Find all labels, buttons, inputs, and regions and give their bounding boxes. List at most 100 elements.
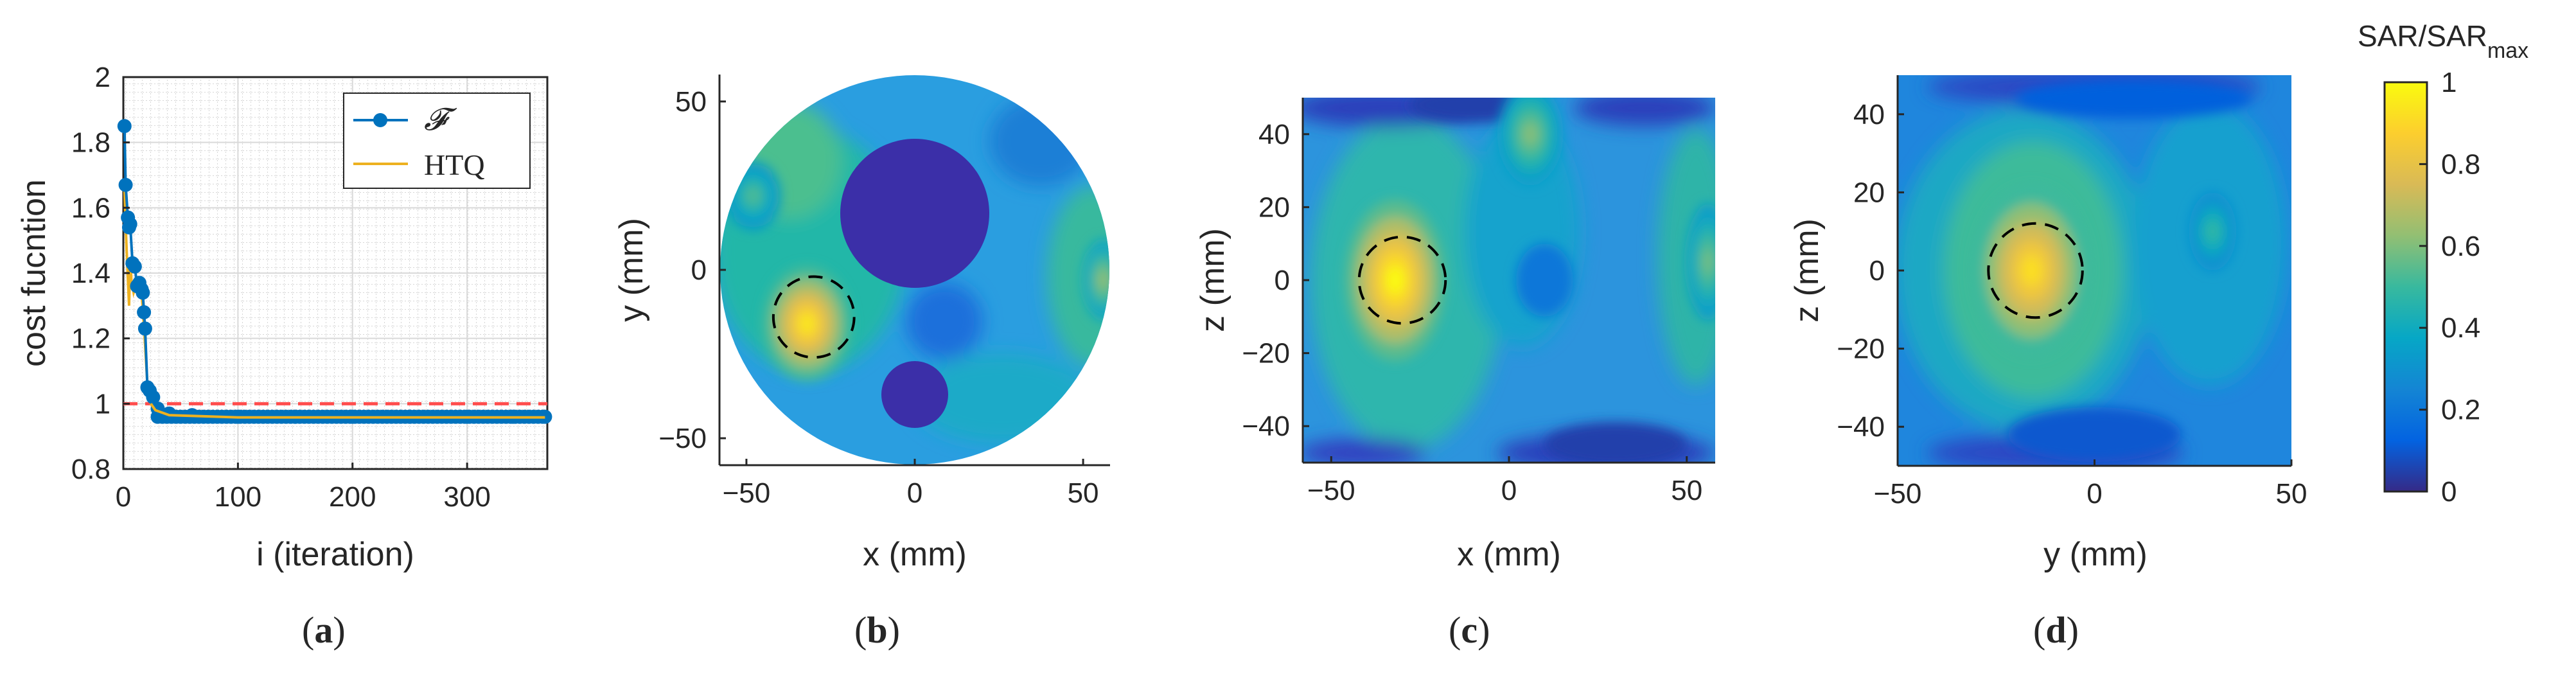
y-tick-label: −20 (1837, 333, 1885, 365)
panel-a-ticks: 0.8 1 1.2 1.4 1.6 1.8 2 0 100 200 300 (71, 62, 491, 513)
panel-a-xlabel: i (iteration) (256, 536, 414, 573)
y-tick-label: 1.8 (71, 127, 110, 159)
series-f-point (127, 259, 142, 274)
hotspot-contour (799, 313, 815, 334)
low-region (2007, 407, 2182, 462)
field-blue-top-right (1574, 98, 1715, 126)
panel-a-legend: 𝓕 HTQ (343, 93, 531, 189)
panel-a-caption-letter: a (314, 609, 333, 651)
y-tick-label: −50 (658, 423, 707, 454)
x-tick-label: 0 (2086, 478, 2102, 510)
panel-b-sar-xy: −50 0 50 −50 0 50 y (mm) x (mm) (b) (613, 75, 1110, 651)
y-tick-label: 40 (1258, 119, 1290, 150)
colorbar-ticks: 0 0.2 0.4 0.6 0.8 1 (2419, 67, 2480, 508)
x-tick-label: 50 (2276, 478, 2307, 510)
colorbar-title: SAR/SARmax (2358, 19, 2528, 63)
hotspot-contour (2020, 254, 2042, 287)
y-tick-label: −40 (1242, 411, 1290, 442)
panel-c-ticks: −50 0 50 −40 −20 0 20 40 (1242, 119, 1702, 506)
panel-d-low-regions (2007, 79, 2252, 462)
colorbar: SAR/SARmax 0 0.2 0.4 0.6 0.8 1 (2358, 19, 2528, 508)
field-teal-right-band (1657, 129, 1715, 386)
series-f-point (137, 321, 152, 336)
x-tick-label: 100 (215, 481, 261, 513)
series-f-point (162, 406, 177, 421)
x-tick-label: 0 (907, 477, 922, 509)
panel-d-xlabel: y (mm) (2043, 536, 2148, 573)
x-tick-label: 50 (1671, 475, 1702, 506)
x-tick-label: 0 (116, 481, 131, 513)
x-tick-label: 200 (329, 481, 376, 513)
panel-b-heatmap (720, 75, 1109, 465)
hotspot-contour (1704, 251, 1712, 272)
panel-d-hotspots (1972, 184, 2237, 357)
y-tick-label: 0 (691, 254, 707, 286)
panel-d-caption-letter: d (2045, 609, 2066, 651)
colorbar-tick-label: 0.4 (2441, 312, 2480, 344)
colorbar-tick-label: 0 (2441, 476, 2457, 508)
panel-c-ylabel: z (mm) (1194, 228, 1231, 332)
y-tick-label: 1 (95, 388, 110, 420)
panel-c-sar-xz: −50 0 50 −40 −20 0 20 40 z (mm) x (mm) (c) (1194, 98, 1715, 651)
y-tick-label: 2 (95, 62, 110, 93)
series-f-point (123, 217, 137, 231)
panel-d-heatmap (1898, 75, 2291, 466)
series-f-point (118, 177, 133, 192)
panel-b-xlabel: x (mm) (863, 536, 967, 573)
field-blue-right-top (989, 96, 1092, 186)
low-region (1544, 422, 1687, 463)
field-blue-bottom-left (1303, 439, 1426, 463)
series-f-point (146, 390, 161, 405)
colorbar-tick-label: 0.6 (2441, 231, 2480, 262)
hotspot-contour (1386, 265, 1404, 295)
panel-a-cost-function: 0.8 1 1.2 1.4 1.6 1.8 2 0 100 200 300 𝓕 HTQ cost f… (15, 62, 552, 651)
colorbar-tick-label: 1 (2441, 67, 2457, 98)
panel-c-heatmap (1303, 98, 1715, 463)
x-tick-label: 50 (1068, 477, 1099, 509)
colorbar-tick-label: 0.8 (2441, 148, 2480, 180)
y-tick-label: 0.8 (71, 454, 110, 485)
legend-f-marker (373, 113, 387, 127)
hotspot-contour (1524, 125, 1537, 144)
low-region (2015, 79, 2252, 118)
low-region-large (840, 139, 989, 288)
panel-d-ylabel: z (mm) (1788, 218, 1826, 323)
y-tick-label: −20 (1242, 338, 1290, 369)
x-tick-label: 300 (443, 481, 490, 513)
panel-b-tumor-outline (772, 275, 856, 359)
x-tick-label: 0 (1501, 475, 1517, 506)
low-region (1516, 244, 1573, 317)
panel-c-xlabel: x (mm) (1457, 536, 1561, 573)
hotspot-contour (2208, 224, 2218, 239)
y-tick-label: 1.6 (71, 192, 110, 224)
panel-a-caption: (a) (302, 609, 346, 651)
x-tick-label: −50 (723, 477, 771, 509)
panel-c-caption-letter: c (1461, 609, 1478, 651)
y-tick-label: 50 (675, 86, 707, 118)
panel-d-ticks: −50 0 50 −40 −20 0 20 40 (1837, 99, 2307, 510)
panel-a-series-f (117, 119, 552, 424)
legend-box (343, 93, 531, 189)
panel-c-tumor-outline (1357, 235, 1447, 325)
colorbar-title-sub: max (2487, 39, 2528, 63)
panel-a-ylabel: cost fucntion (15, 179, 53, 367)
y-tick-label: 20 (1853, 177, 1885, 208)
panel-b-caption-letter: b (867, 609, 887, 651)
panel-c-hotspots (1345, 98, 1715, 360)
series-f-point (137, 305, 152, 319)
colorbar-title-main: SAR/SAR (2358, 19, 2487, 53)
low-region-small (881, 361, 948, 428)
y-tick-label: −40 (1837, 411, 1885, 443)
x-tick-label: −50 (1307, 475, 1355, 506)
panel-d-sar-yz: −50 0 50 −40 −20 0 20 40 z (mm) y (mm) (d) (1788, 75, 2307, 651)
series-htq-plateau (150, 403, 545, 419)
hotspot-contour (1099, 272, 1107, 288)
panel-b-hotspots (726, 162, 1109, 381)
y-tick-label: 1.4 (71, 258, 110, 289)
panel-d-tumor-outline (1987, 222, 2084, 319)
series-f-point (117, 119, 132, 134)
colorbar-tick-label: 0.2 (2441, 395, 2480, 426)
panel-b-ticks: −50 0 50 −50 0 50 (658, 86, 1098, 509)
legend-htq-label: HTQ (424, 148, 485, 181)
panel-c-caption: (c) (1449, 609, 1490, 651)
